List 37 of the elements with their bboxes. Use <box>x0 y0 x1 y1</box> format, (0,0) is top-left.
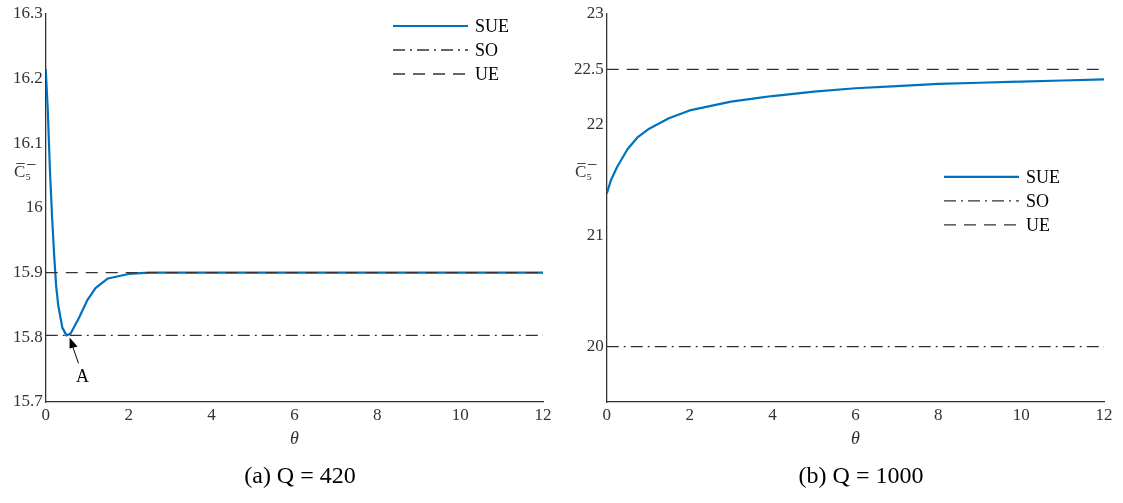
x-tick-label: 0 <box>602 404 611 424</box>
legend-label: SO <box>475 39 499 60</box>
legend-label: SO <box>1026 190 1050 211</box>
y-tick-label: 22 <box>586 114 604 134</box>
legend-label: SUE <box>1026 166 1061 187</box>
y-tick-label: 16.2 <box>13 68 43 88</box>
y-tick-label: 16 <box>25 197 43 217</box>
annotation: A <box>76 366 90 387</box>
y-tick-label: 16.1 <box>13 132 43 152</box>
y-tick-label: 21 <box>586 225 604 245</box>
x-tick-label: 8 <box>934 404 943 424</box>
x-tick-label: 10 <box>1012 404 1030 424</box>
text: (b) Q = 1000 <box>797 462 925 489</box>
x-tick-label: 6 <box>290 404 299 424</box>
x-tick-label: 4 <box>768 404 778 424</box>
x-tick-label: 8 <box>373 404 382 424</box>
x-tick-label: 2 <box>685 404 694 424</box>
y-tick-label: 15.7 <box>13 391 44 411</box>
x-tick-label: 12 <box>534 404 552 424</box>
x-tick-label: 2 <box>124 404 133 424</box>
y-tick-label: 15.9 <box>13 262 43 282</box>
y-tick-label: 15.8 <box>13 326 43 346</box>
x-tick-label: 6 <box>851 404 860 424</box>
x-axis-title: θ <box>289 427 299 448</box>
x-tick-label: 4 <box>207 404 217 424</box>
y-tick-label: 16.3 <box>13 3 43 23</box>
y-tick-label: 20 <box>586 336 604 356</box>
x-tick-label: 10 <box>451 404 469 424</box>
x-axis-title: θ <box>850 427 860 448</box>
legend-label: UE <box>475 63 499 84</box>
y-tick-label: 22.5 <box>574 58 604 78</box>
y-tick-label: 23 <box>586 3 604 23</box>
x-tick-label: 0 <box>41 404 50 424</box>
x-tick-label: 12 <box>1095 404 1113 424</box>
text: (a) Q = 420 <box>243 462 357 489</box>
legend-label: UE <box>1026 214 1050 235</box>
legend-label: SUE <box>475 15 510 36</box>
